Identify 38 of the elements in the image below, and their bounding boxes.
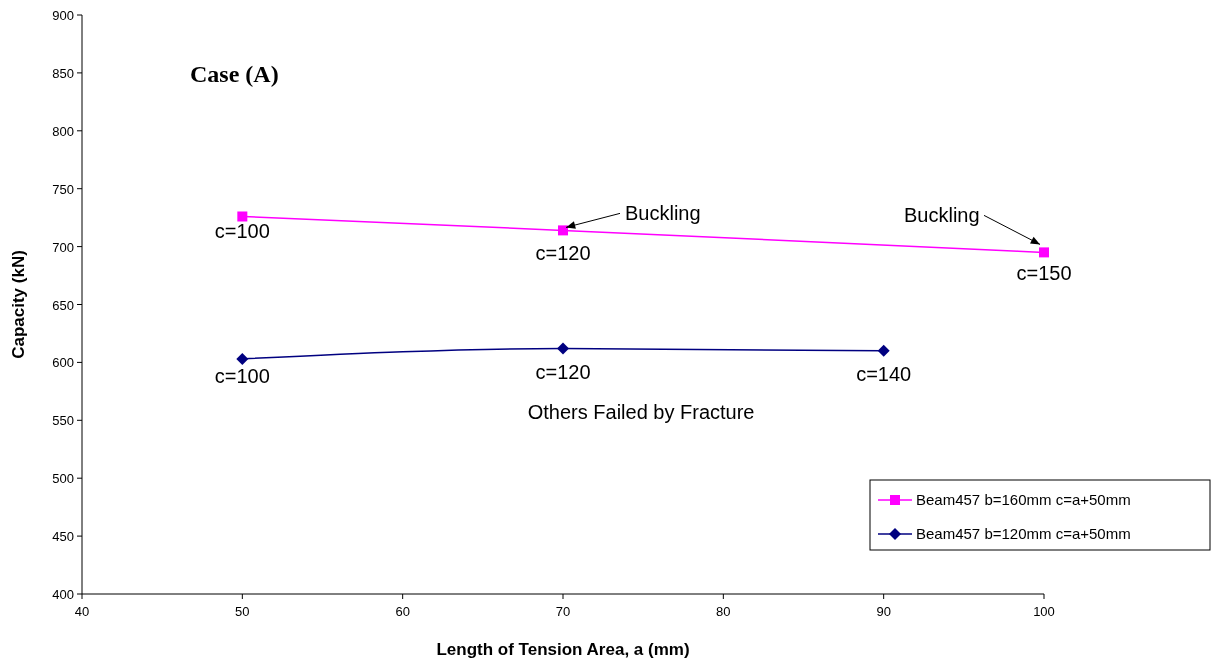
x-tick-label: 60: [395, 604, 410, 619]
annotation: c=120: [535, 360, 591, 383]
y-tick-label: 450: [52, 529, 74, 545]
x-axis-title: Length of Tension Area, a (mm): [436, 640, 690, 659]
x-tick-label: 40: [74, 604, 90, 619]
y-tick-label: 400: [52, 587, 74, 602]
y-tick-label: 500: [52, 471, 74, 487]
annotation: Buckling: [904, 204, 980, 227]
annotation: c=100: [214, 364, 270, 387]
point: [877, 344, 890, 357]
annotation: c=120: [535, 242, 591, 265]
annotation: Others Failed by Fracture: [527, 401, 755, 424]
point: [1039, 247, 1049, 258]
y-tick-label: 700: [52, 239, 74, 255]
point: [558, 225, 568, 236]
legend-label: Beam457 b=120mm c=a+50mm: [916, 525, 1131, 542]
point: [236, 352, 249, 365]
x-tick-label: 90: [876, 604, 891, 619]
x-tick-label: 80: [716, 604, 731, 619]
y-tick-label: 550: [52, 413, 74, 429]
point: [237, 211, 248, 222]
y-tick-label: 750: [52, 181, 74, 197]
annotation: c=150: [1016, 262, 1072, 285]
text: Case (A): [190, 61, 279, 87]
point: [557, 342, 569, 355]
y-axis-title: Capacity (kN): [9, 250, 28, 359]
x-tick-label: 100: [1033, 604, 1055, 619]
y-tick-label: 800: [52, 123, 74, 139]
x-tick-label: 50: [235, 604, 250, 619]
annotation: Buckling: [625, 202, 701, 225]
y-tick-label: 900: [52, 8, 74, 23]
x-tick-label: 70: [555, 604, 571, 619]
y-tick-label: 850: [52, 65, 74, 81]
annotation: c=140: [856, 362, 912, 385]
annotation: c=100: [214, 220, 270, 243]
y-tick-label: 650: [52, 297, 74, 313]
y-tick-label: 600: [52, 355, 74, 371]
legend-label: Beam457 b=160mm c=a+50mm: [916, 491, 1131, 508]
